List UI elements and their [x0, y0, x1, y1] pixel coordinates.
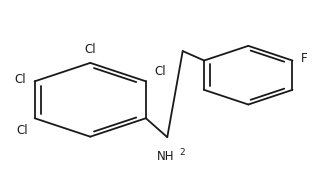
- Text: Cl: Cl: [154, 65, 166, 78]
- Text: Cl: Cl: [17, 124, 28, 137]
- Text: NH: NH: [157, 150, 174, 163]
- Text: 2: 2: [180, 148, 185, 156]
- Text: F: F: [301, 52, 307, 65]
- Text: Cl: Cl: [84, 43, 96, 56]
- Text: Cl: Cl: [15, 73, 27, 86]
